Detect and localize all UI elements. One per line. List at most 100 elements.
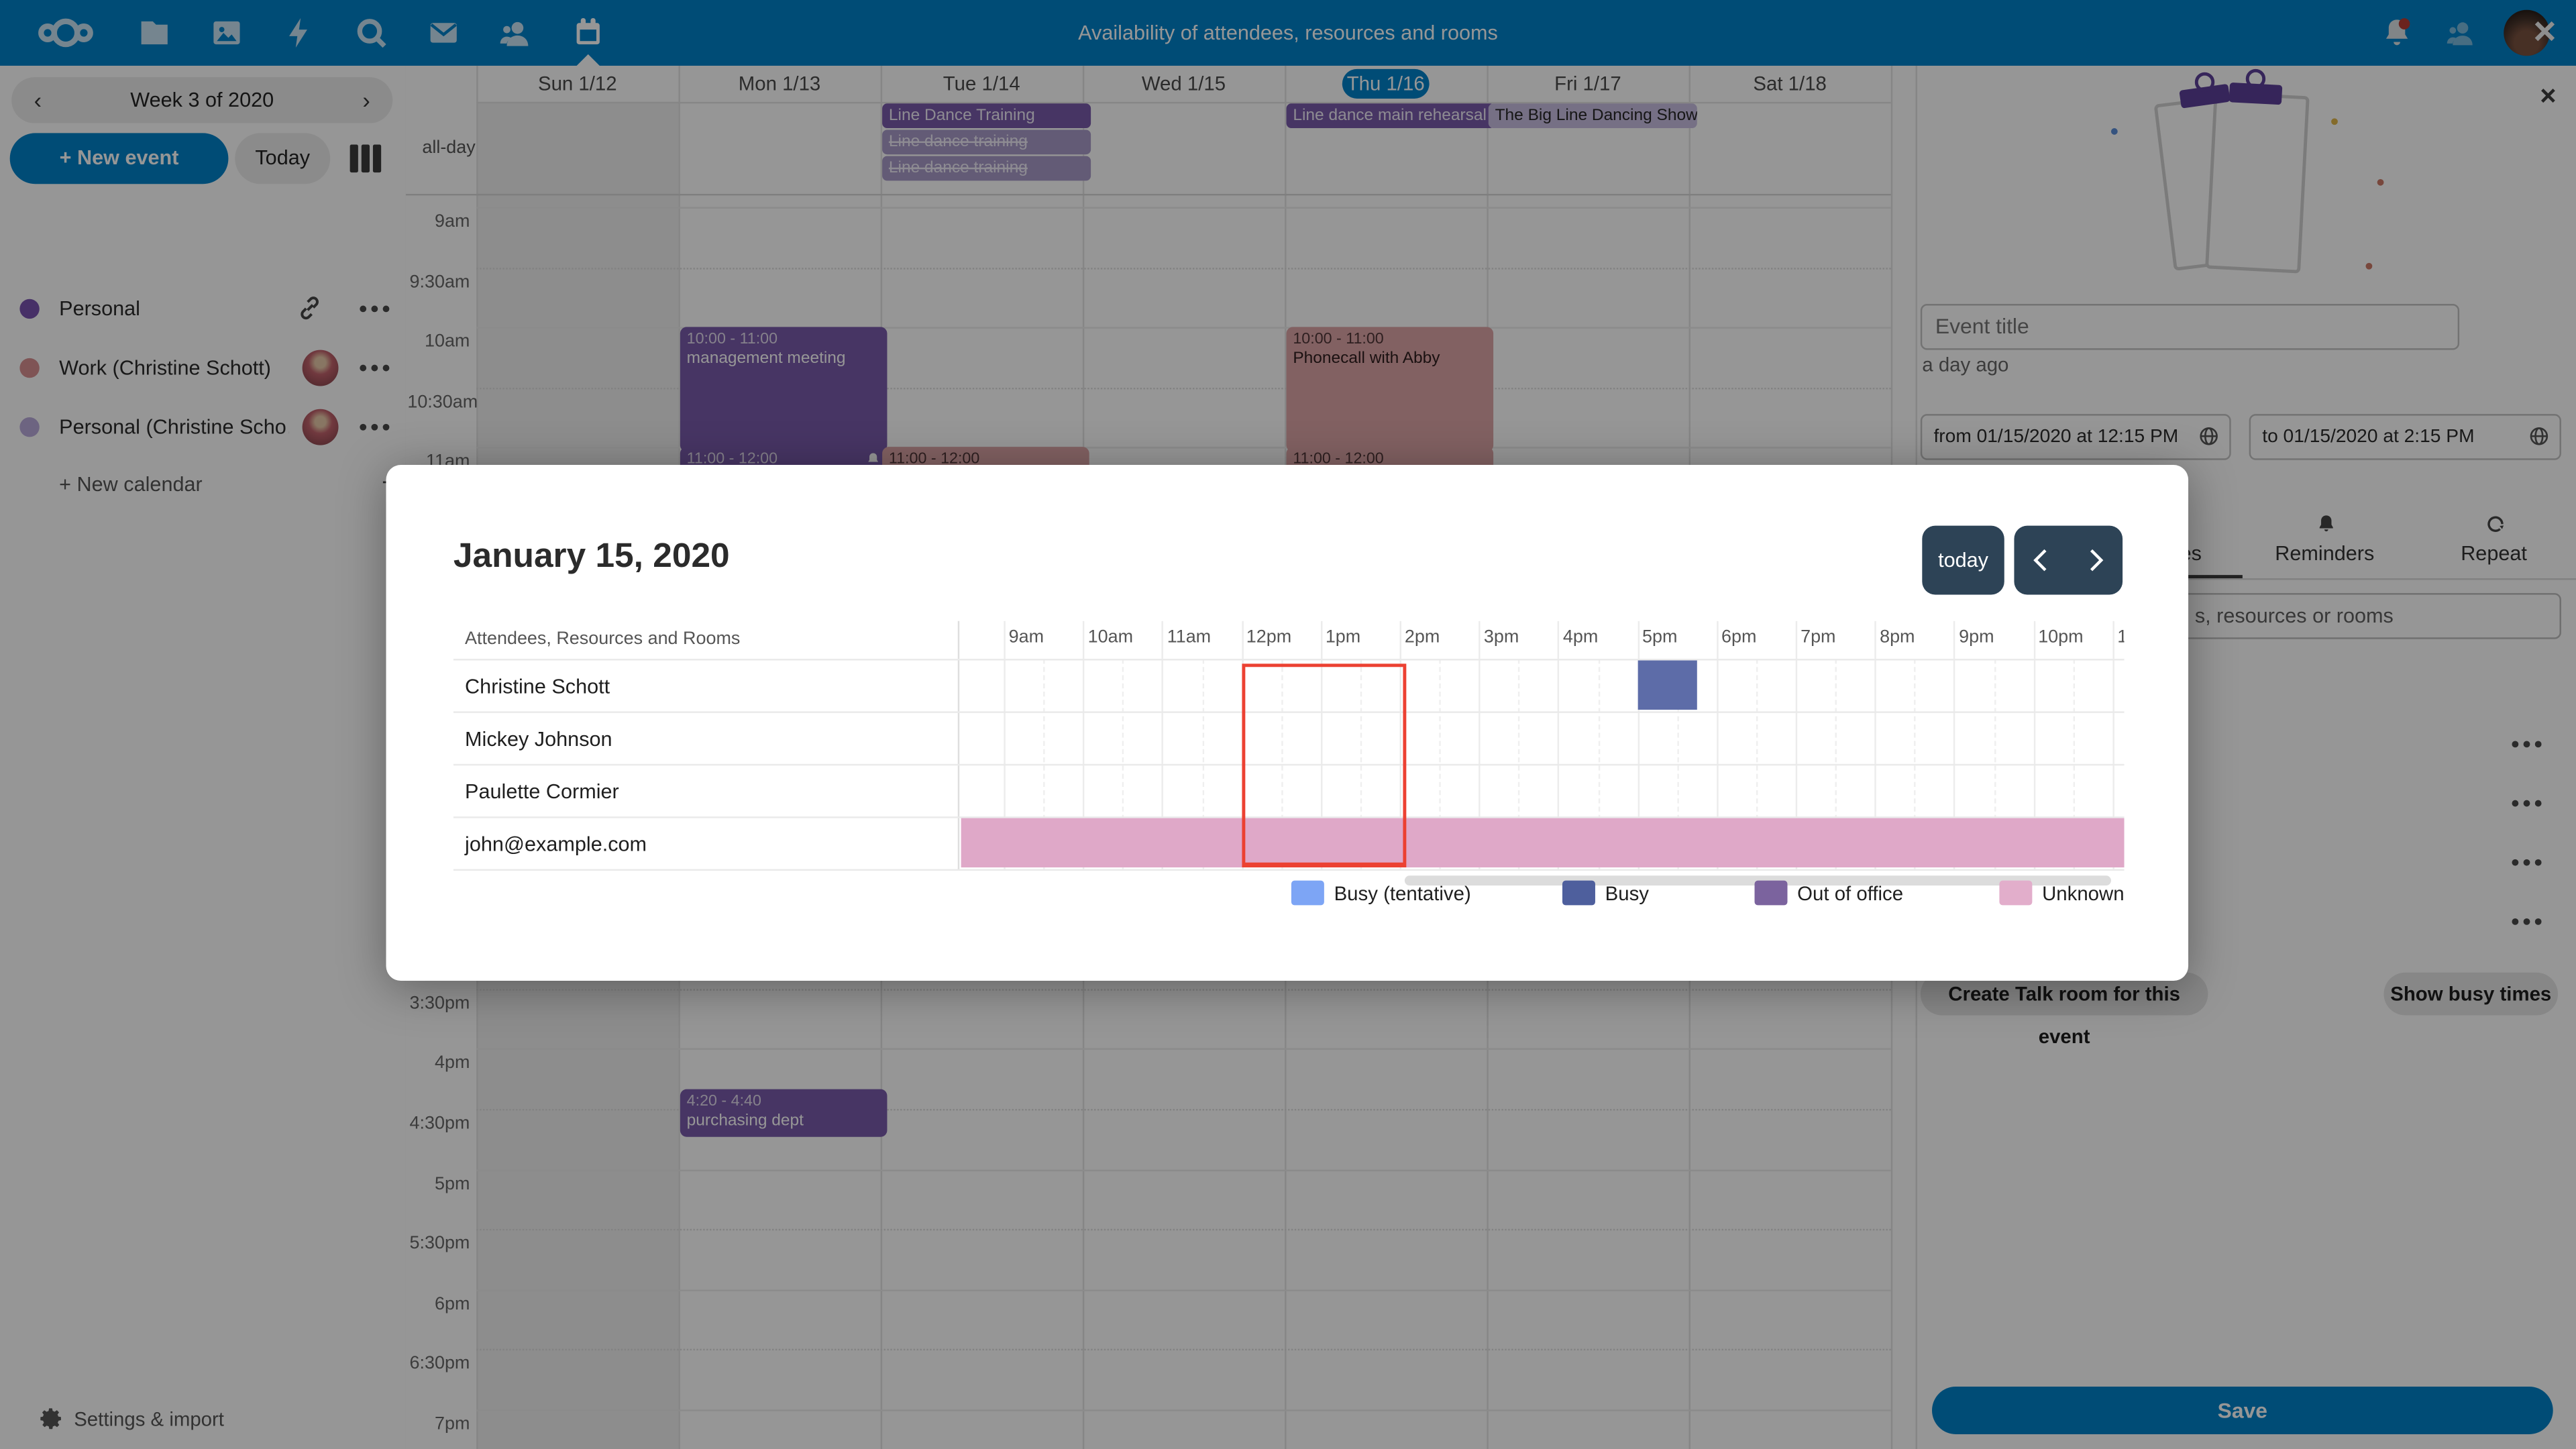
save-button[interactable]: Save [1932, 1386, 2553, 1434]
attendee-row: Paulette Cormier [453, 763, 2125, 818]
calendar-color-dot [19, 417, 40, 437]
event-time-selection[interactable] [1241, 663, 1407, 868]
day-header[interactable]: Fri 1/17 [1554, 72, 1621, 96]
event-title: management meeting [686, 350, 846, 369]
week-label: Week 3 of 2020 [130, 89, 274, 112]
calendar-menu-icon[interactable] [360, 301, 396, 317]
attendee-menu-icon[interactable] [2512, 854, 2548, 870]
calendar-event[interactable]: 10:00 - 11:00 management meeting [680, 327, 888, 453]
calendar-list-item[interactable]: Work (Christine Schott) [0, 338, 406, 397]
day-header[interactable]: Sat 1/18 [1753, 72, 1827, 96]
hour-tick [1479, 621, 1481, 869]
tabs-divider [1917, 578, 2576, 580]
new-event-button[interactable]: + New event [9, 133, 229, 184]
previous-week-icon[interactable]: ‹ [34, 87, 42, 113]
day-header[interactable]: Sun 1/12 [537, 72, 617, 96]
contacts-icon[interactable] [496, 13, 536, 53]
today-button[interactable]: Today [235, 133, 331, 184]
attendee-list-item [1917, 838, 2576, 887]
calendar-color-dot [19, 358, 40, 378]
attendee-menu-icon[interactable] [2512, 795, 2548, 811]
gutter-time-label: 7pm [434, 1414, 470, 1434]
hour-tick [1637, 621, 1640, 869]
calendar-event[interactable]: 4:20 - 4:40 purchasing dept [680, 1088, 888, 1136]
mail-icon[interactable] [424, 13, 464, 53]
show-busy-times-button[interactable]: Show busy times [2383, 972, 2559, 1016]
photos-icon[interactable] [207, 13, 247, 53]
page-title: Availability of attendees, resources and… [1078, 21, 1498, 45]
time-gridline [476, 1409, 1891, 1411]
timeline-hour-label: 11am [1167, 627, 1212, 647]
calendar-list-item[interactable]: Personal (Christine Scho… [0, 398, 406, 457]
hour-tick [1320, 621, 1322, 869]
allday-event[interactable]: Line dance training [882, 156, 1091, 181]
nextcloud-logo-icon[interactable] [36, 13, 95, 53]
search-icon[interactable] [352, 13, 391, 53]
user-avatar[interactable] [2504, 9, 2550, 56]
timeline-hour-label: 11pm [2117, 628, 2124, 647]
notifications-bell-icon[interactable] [2377, 13, 2417, 53]
view-columns-icon[interactable] [347, 140, 386, 179]
modal-today-button[interactable]: today [1922, 525, 2004, 595]
tab-reminders[interactable]: Reminders [2243, 513, 2407, 578]
next-day-icon[interactable] [2068, 526, 2123, 595]
time-gridline [476, 988, 1891, 992]
attendee-menu-icon[interactable] [2512, 914, 2548, 930]
tab-label: Reminders [2275, 542, 2375, 566]
time-gridline [476, 1049, 1891, 1051]
calendar-event[interactable]: 10:00 - 11:00 Phonecall with Abby [1286, 327, 1494, 453]
allday-event[interactable]: Line dance training [882, 129, 1091, 155]
time-gridline [476, 1289, 1891, 1291]
timeline-hour-label: 12pm [1246, 627, 1292, 647]
files-icon[interactable] [135, 13, 174, 53]
timeline-hour-label: 10pm [2038, 627, 2084, 647]
calendar-name: Personal (Christine Scho… [59, 415, 290, 439]
timeline-hour-label: 10am [1087, 627, 1134, 647]
calendar-color-dot [19, 299, 40, 319]
calendar-icon[interactable] [568, 13, 608, 53]
day-header[interactable]: Mon 1/13 [738, 72, 821, 96]
day-header[interactable]: Wed 1/15 [1141, 72, 1226, 96]
settings-import[interactable]: Settings & import [0, 1400, 406, 1449]
attendee-menu-icon[interactable] [2512, 736, 2548, 752]
legend-swatch [1291, 880, 1324, 906]
legend-label: Busy [1605, 882, 1650, 906]
previous-day-icon[interactable] [2014, 526, 2068, 595]
timezone-globe-icon[interactable] [2528, 425, 2550, 447]
event-title-input[interactable]: Event title [1920, 304, 2460, 350]
day-header-today[interactable]: Thu 1/16 [1342, 68, 1430, 99]
day-header[interactable]: Tue 1/14 [943, 72, 1020, 96]
allday-event[interactable]: Line Dance Training [882, 103, 1091, 129]
calendar-menu-icon[interactable] [360, 419, 396, 435]
allday-event[interactable]: The Big Line Dancing Show [1488, 103, 1697, 129]
time-gridline [476, 327, 1891, 329]
event-time: 10:00 - 11:00 [686, 330, 778, 349]
calendar-name: Personal [59, 297, 141, 321]
legend-swatch [1999, 880, 2033, 906]
timeline-hour-label: 2pm [1404, 627, 1440, 647]
to-datetime-field[interactable]: to 01/15/2020 at 2:15 PM [2249, 414, 2561, 460]
allday-event[interactable]: Line dance main rehearsal [1286, 103, 1495, 129]
timeline-hour-label: 6pm [1721, 627, 1757, 647]
from-datetime-field[interactable]: from 01/15/2020 at 12:15 PM [1920, 414, 2231, 460]
from-datetime-value: from 01/15/2020 at 12:15 PM [1933, 427, 2179, 447]
calendar-list-item[interactable]: Personal [0, 279, 406, 338]
calendar-menu-icon[interactable] [360, 360, 396, 376]
next-week-icon[interactable]: › [362, 87, 370, 113]
new-calendar-label: + New calendar [59, 473, 203, 496]
attendee-search-placeholder: s, resources or rooms [2194, 604, 2394, 628]
hour-tick [1874, 621, 1877, 869]
topbar-contacts-menu-icon[interactable] [2441, 13, 2481, 53]
activity-icon[interactable] [279, 13, 319, 53]
gutter-time-label: 5pm [434, 1174, 470, 1194]
gutter-time-label: 10am [424, 332, 470, 352]
close-sidebar-icon[interactable]: × [2540, 80, 2557, 112]
timezone-globe-icon[interactable] [2198, 425, 2220, 447]
avatar-close-icon[interactable]: × [2533, 9, 2557, 54]
left-sidebar: ‹ Week 3 of 2020 › + New event Today Per… [0, 65, 408, 1449]
time-gridline [476, 447, 1891, 449]
timeline-hour-label: 8pm [1880, 627, 1915, 647]
tab-repeat[interactable]: Repeat [2412, 513, 2576, 578]
share-link-icon[interactable] [297, 296, 323, 322]
time-gridline [476, 1169, 1891, 1171]
